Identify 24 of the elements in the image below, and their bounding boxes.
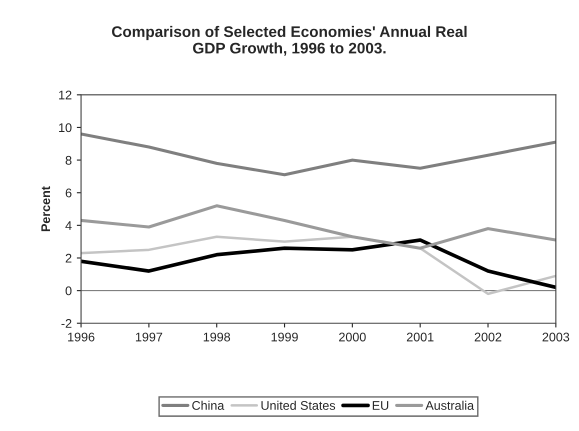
y-tick-label: 0 bbox=[66, 286, 72, 296]
x-tick-label: 1996 bbox=[68, 332, 94, 342]
x-tick-label: 2002 bbox=[474, 332, 502, 342]
y-tick-label: 6 bbox=[66, 188, 72, 198]
y-tick-label: 12 bbox=[59, 90, 72, 100]
line-series bbox=[81, 204, 556, 250]
x-tick-label: 2003 bbox=[542, 332, 570, 342]
legend-label: EU bbox=[372, 401, 388, 410]
chart-title: Comparison of Selected Economies' Annual Real GDP Growth, 1996 to 2003. bbox=[112, 26, 467, 56]
x-tick-label: 1997 bbox=[136, 332, 162, 342]
legend-label: Australia bbox=[425, 400, 474, 410]
line-series bbox=[81, 132, 556, 176]
x-tick-label: 1999 bbox=[272, 332, 298, 342]
y-tick-label: 4 bbox=[65, 221, 72, 230]
x-tick-label: 1998 bbox=[204, 332, 230, 342]
y-tick-label: 10 bbox=[59, 123, 72, 132]
legend-label: United States bbox=[261, 400, 336, 410]
x-tick-label: 2000 bbox=[339, 332, 366, 342]
x-tick-label: 2001 bbox=[406, 332, 434, 342]
y-tick-label: -2 bbox=[61, 319, 72, 328]
y-tick-label: 8 bbox=[66, 156, 72, 165]
y-tick-label: 2 bbox=[66, 254, 72, 263]
legend-label: China bbox=[192, 400, 224, 410]
y-axis-title: Percent bbox=[41, 186, 50, 232]
